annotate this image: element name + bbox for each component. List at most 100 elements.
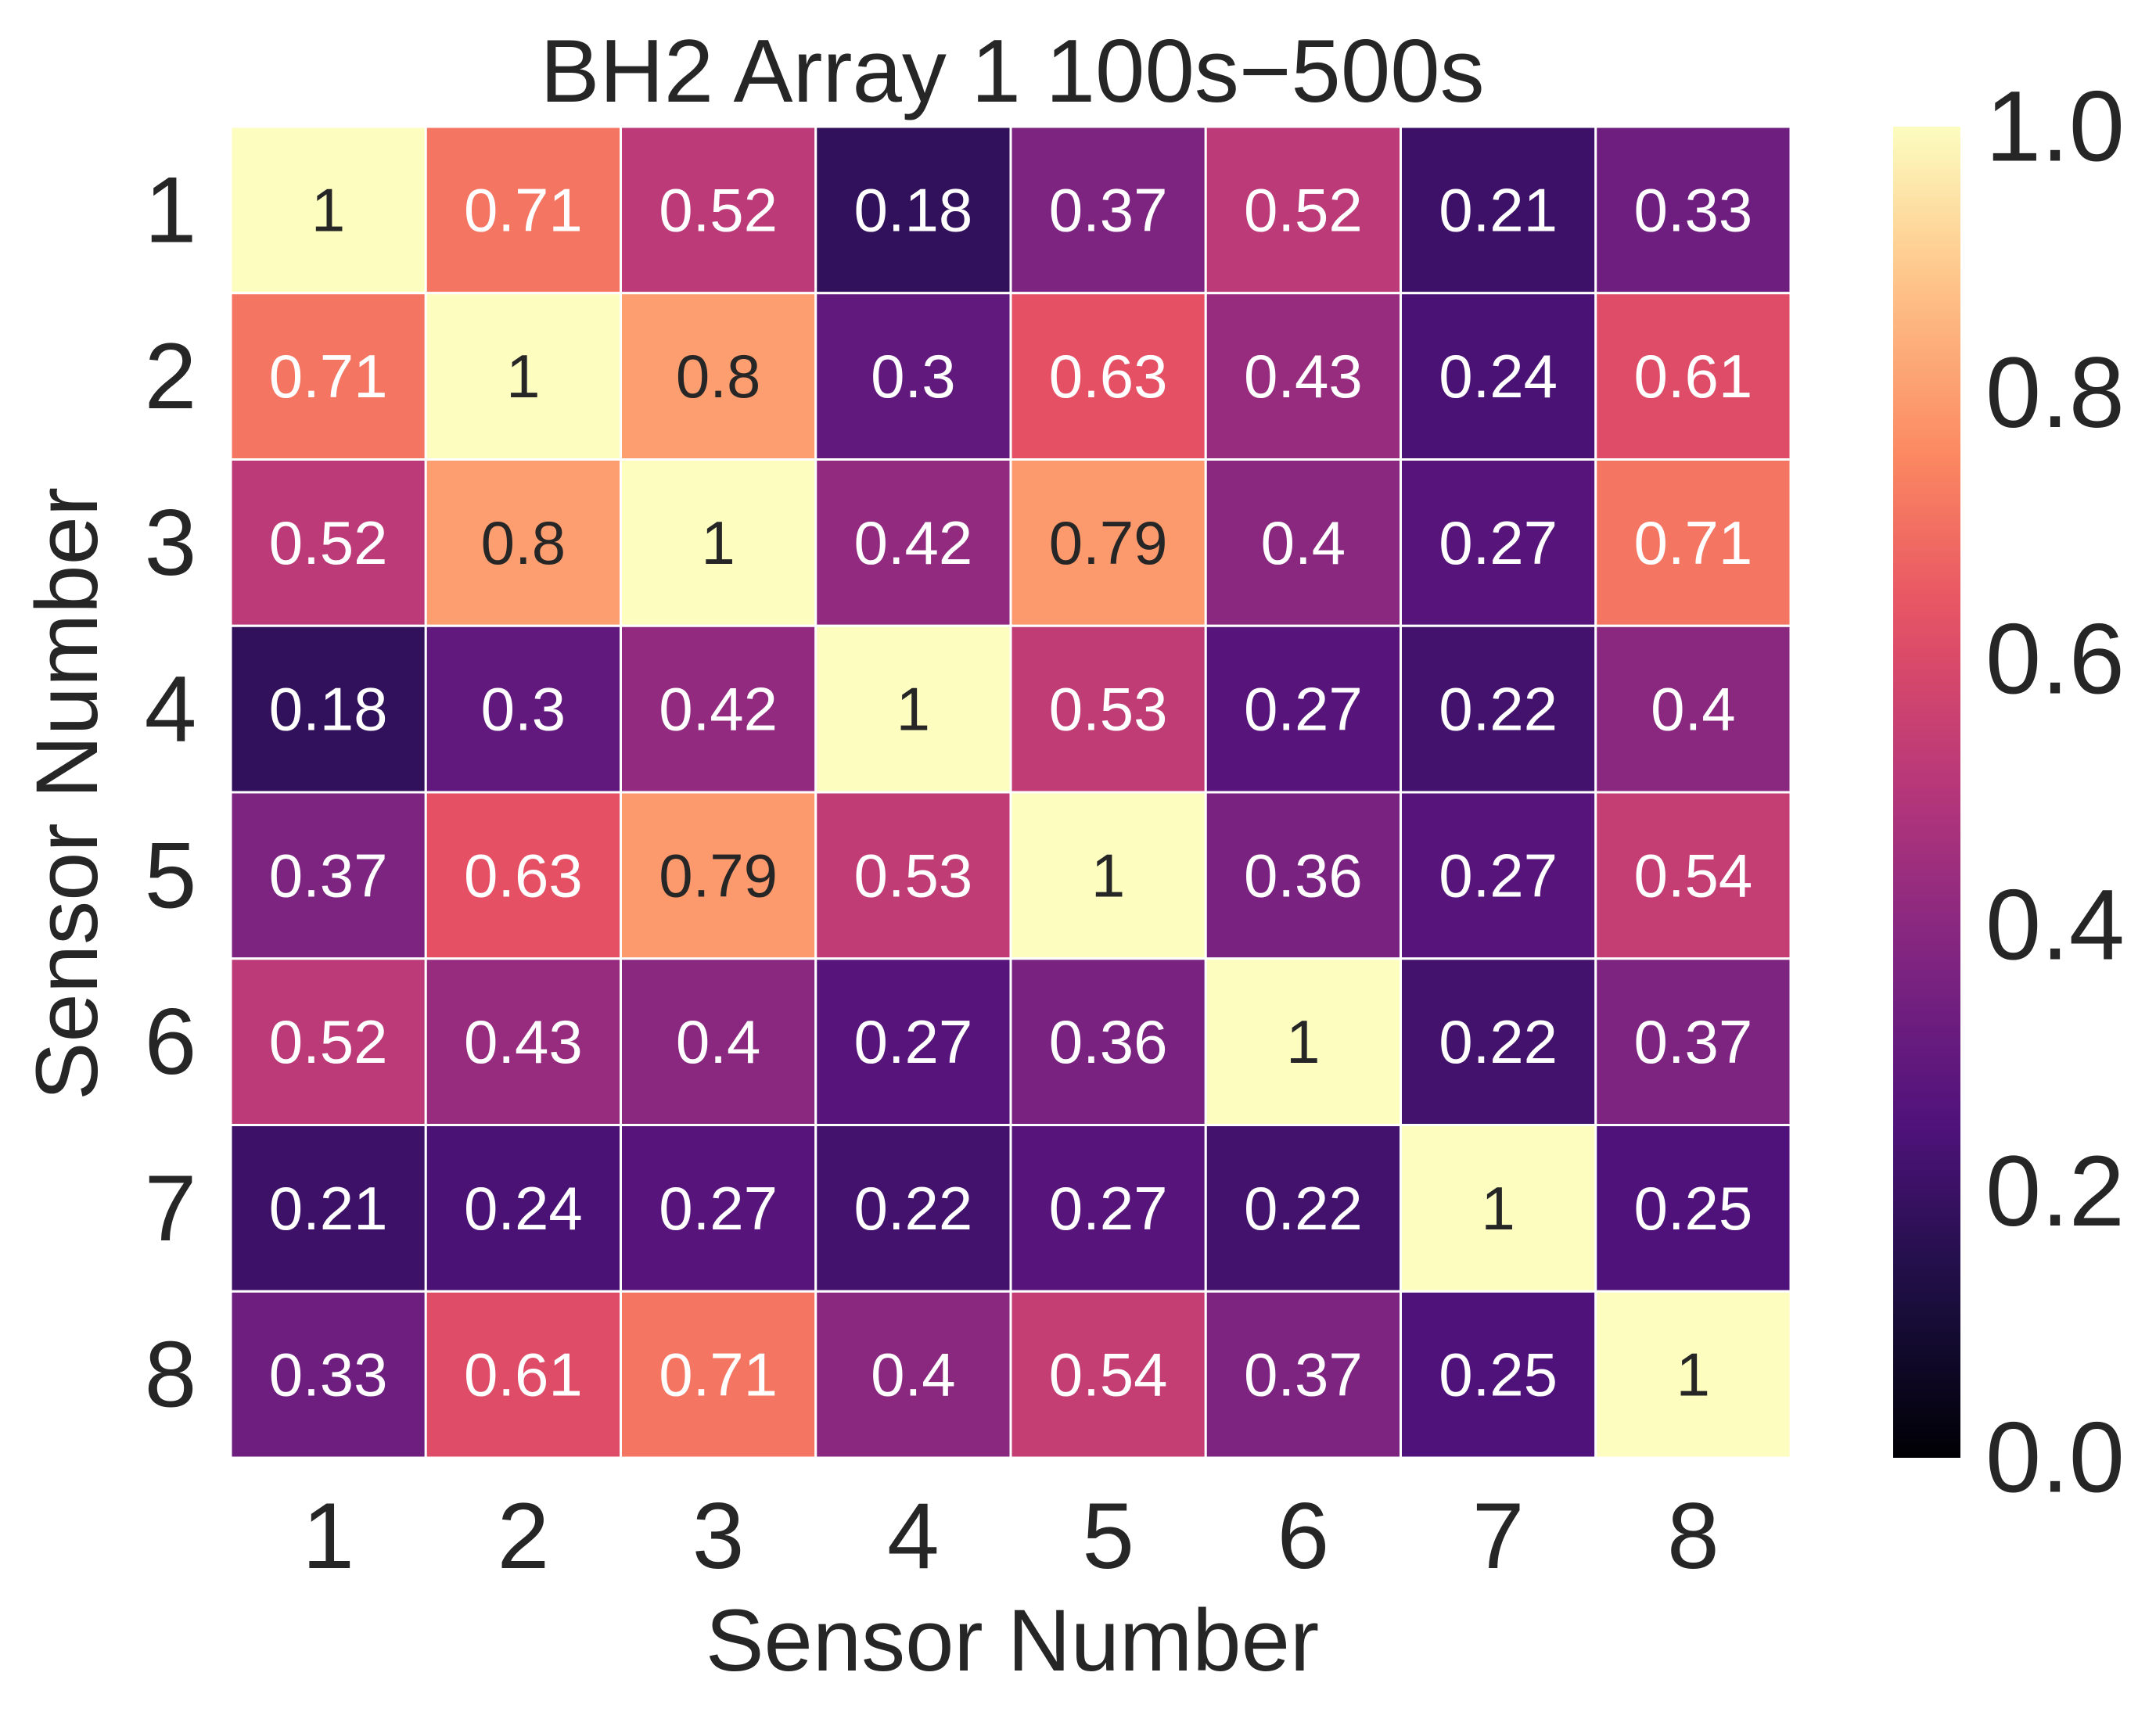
colorbar-tick-label: 0.2 <box>1985 1136 2125 1247</box>
heatmap-cell <box>1204 791 1402 960</box>
y-tick-label: 4 <box>145 657 197 762</box>
colorbar-tick-labels: 0.0 0.2 0.4 0.6 0.8 1.0 <box>1985 71 2125 1514</box>
heatmap-cell <box>229 624 427 794</box>
cell-annotations: 1 0.71 0.52 0.18 0.37 0.52 0.21 0.33 0.71 1 0.8 0.3… <box>269 175 1753 1409</box>
heatmap-cell <box>1009 1290 1207 1459</box>
heatmap-cells <box>229 125 1792 1459</box>
heatmap-cell <box>620 791 817 960</box>
colorbar-tick-label: 0.4 <box>1985 870 2125 982</box>
heatmap-cell <box>620 458 817 627</box>
cell-value-label: 0.43 <box>464 1007 583 1076</box>
heatmap-cell <box>814 1290 1012 1459</box>
cell-value-label: 0.4 <box>676 1007 760 1076</box>
x-tick-label: 5 <box>1082 1484 1134 1588</box>
heatmap-cell <box>424 292 622 461</box>
heatmap-cell <box>620 125 817 295</box>
x-tick-label: 6 <box>1277 1484 1330 1588</box>
y-tick-label: 3 <box>145 490 197 595</box>
heatmap-cell <box>1400 458 1597 627</box>
cell-value-label: 0.25 <box>1439 1340 1558 1409</box>
heatmap-cell <box>424 1124 622 1293</box>
cell-value-label: 0.52 <box>269 1007 388 1076</box>
chart-title: BH2 Array 1 100s−500s <box>540 22 1484 121</box>
x-tick-label: 4 <box>887 1484 940 1588</box>
cell-value-label: 0.18 <box>853 175 972 244</box>
cell-value-label: 0.27 <box>1244 675 1363 744</box>
cell-value-label: 0.53 <box>853 841 972 910</box>
colorbar-tick-label: 1.0 <box>1985 71 2125 183</box>
y-tick-label: 7 <box>145 1156 197 1261</box>
cell-value-label: 0.21 <box>269 1174 388 1243</box>
heatmap-cell <box>229 458 427 627</box>
heatmap-cell <box>1594 1290 1792 1459</box>
cell-value-label: 0.79 <box>659 841 778 910</box>
cell-value-label: 0.61 <box>464 1340 583 1409</box>
heatmap-cell <box>1009 292 1207 461</box>
cell-value-label: 0.22 <box>1244 1174 1363 1243</box>
cell-value-label: 0.52 <box>269 508 388 577</box>
heatmap-cell <box>1594 125 1792 295</box>
heatmap-cell <box>229 1124 427 1293</box>
cell-value-label: 0.71 <box>659 1340 778 1409</box>
heatmap-cell <box>1400 624 1597 794</box>
heatmap-cell <box>814 458 1012 627</box>
cell-value-label: 0.54 <box>1049 1340 1168 1409</box>
cell-value-label: 0.8 <box>676 342 760 411</box>
heatmap-cell <box>814 791 1012 960</box>
cell-value-label: 1 <box>701 508 735 577</box>
cell-value-label: 0.52 <box>1244 175 1363 244</box>
heatmap-cell <box>620 1124 817 1293</box>
cell-value-label: 0.63 <box>464 841 583 910</box>
heatmap-cell <box>1009 458 1207 627</box>
cell-value-label: 0.63 <box>1049 342 1168 411</box>
y-tick-labels: 1 2 3 4 5 6 7 8 <box>145 157 197 1427</box>
heatmap-cell <box>1009 957 1207 1126</box>
heatmap-cell <box>1009 1124 1207 1293</box>
heatmap-cell <box>1204 1124 1402 1293</box>
cell-value-label: 0.27 <box>853 1007 972 1076</box>
colorbar <box>1893 127 1960 1458</box>
cell-value-label: 0.27 <box>1439 508 1558 577</box>
cell-value-label: 0.8 <box>481 508 566 577</box>
heatmap-cell <box>1594 458 1792 627</box>
heatmap-cell <box>814 624 1012 794</box>
heatmap-cell <box>1204 125 1402 295</box>
cell-value-label: 0.42 <box>659 675 778 744</box>
y-tick-label: 8 <box>145 1322 197 1427</box>
heatmap-cell <box>1204 957 1402 1126</box>
x-tick-label: 7 <box>1472 1484 1525 1588</box>
cell-value-label: 0.24 <box>1439 342 1558 411</box>
cell-value-label: 1 <box>311 175 345 244</box>
heatmap-cell <box>229 125 427 295</box>
y-axis-label: Sensor Number <box>18 487 116 1100</box>
cell-value-label: 0.22 <box>1439 1007 1558 1076</box>
x-tick-label: 2 <box>498 1484 550 1588</box>
cell-value-label: 1 <box>1286 1007 1320 1076</box>
y-tick-label: 5 <box>145 823 197 928</box>
cell-value-label: 0.71 <box>269 342 388 411</box>
cell-value-label: 0.27 <box>1049 1174 1168 1243</box>
cell-value-label: 1 <box>1481 1174 1515 1243</box>
colorbar-tick-label: 0.6 <box>1985 603 2125 715</box>
x-tick-label: 3 <box>692 1484 745 1588</box>
heatmap-cell <box>1594 791 1792 960</box>
cell-value-label: 0.3 <box>871 342 955 411</box>
heatmap-cell <box>229 1290 427 1459</box>
heatmap-cell <box>424 458 622 627</box>
heatmap-cell <box>620 957 817 1126</box>
cell-value-label: 0.33 <box>269 1340 388 1409</box>
heatmap-cell <box>424 1290 622 1459</box>
heatmap-cell <box>814 125 1012 295</box>
heatmap-cell <box>1204 458 1402 627</box>
cell-value-label: 0.43 <box>1244 342 1363 411</box>
cell-value-label: 0.37 <box>1049 175 1168 244</box>
heatmap-cell <box>1594 292 1792 461</box>
cell-value-label: 0.54 <box>1633 841 1752 910</box>
heatmap-cell <box>1009 125 1207 295</box>
colorbar-tick-label: 0.8 <box>1985 337 2125 449</box>
heatmap-cell <box>620 1290 817 1459</box>
cell-value-label: 1 <box>1676 1340 1710 1409</box>
y-tick-label: 1 <box>145 157 197 262</box>
heatmap-cell <box>1009 791 1207 960</box>
cell-value-label: 0.52 <box>659 175 778 244</box>
